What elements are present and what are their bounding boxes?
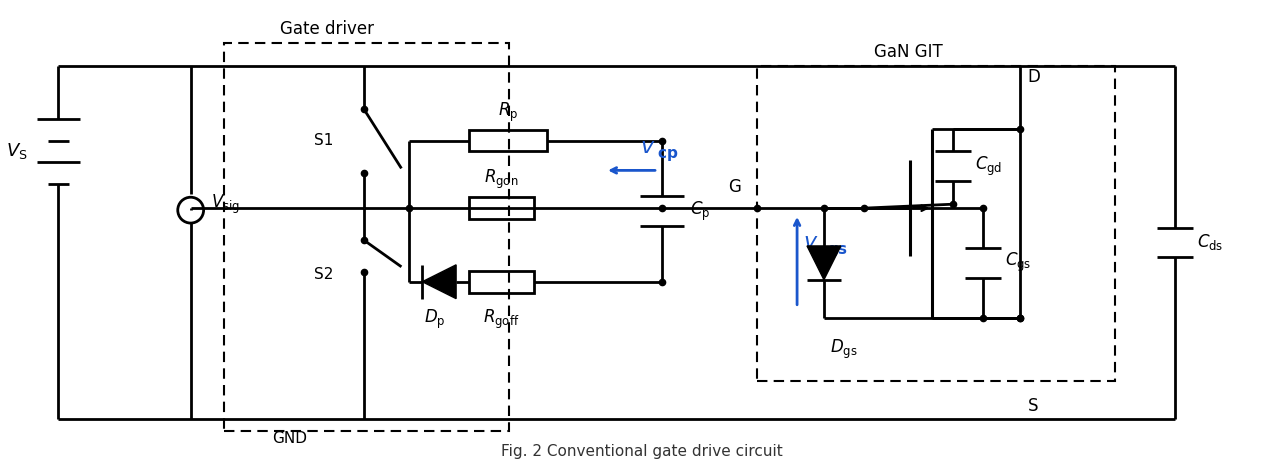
- Text: GND: GND: [272, 431, 308, 446]
- Bar: [469, 197, 534, 219]
- Polygon shape: [422, 265, 456, 298]
- Text: S2: S2: [315, 267, 334, 282]
- Text: Fig. 2 Conventional gate drive circuit: Fig. 2 Conventional gate drive circuit: [501, 444, 783, 459]
- Text: S1: S1: [315, 133, 334, 148]
- Text: GaN GIT: GaN GIT: [874, 43, 942, 61]
- Text: S: S: [1027, 397, 1039, 415]
- Text: $R_{\rm p}$: $R_{\rm p}$: [498, 101, 517, 124]
- Text: $R_{\rm gon}$: $R_{\rm gon}$: [484, 168, 519, 191]
- Text: $\mathit{v}$: $\mathit{v}$: [641, 136, 656, 158]
- Text: Gate driver: Gate driver: [280, 20, 374, 38]
- Text: D: D: [1027, 68, 1040, 86]
- Text: $D_{\rm p}$: $D_{\rm p}$: [425, 307, 446, 331]
- Bar: [469, 130, 547, 151]
- Text: $V_{\rm sig}$: $V_{\rm sig}$: [211, 193, 240, 216]
- Bar: [758, 66, 1116, 381]
- Polygon shape: [808, 246, 841, 280]
- Text: $C_{\rm gd}$: $C_{\rm gd}$: [975, 155, 1003, 178]
- Text: $C_{\rm gs}$: $C_{\rm gs}$: [1005, 251, 1031, 274]
- Text: $D_{\rm gs}$: $D_{\rm gs}$: [829, 337, 858, 360]
- Bar: [225, 43, 508, 431]
- Text: $C_{\rm p}$: $C_{\rm p}$: [690, 200, 710, 223]
- Bar: [469, 271, 534, 293]
- Text: $\mathbf{cp}$: $\mathbf{cp}$: [657, 148, 678, 164]
- Text: $\mathit{v}$: $\mathit{v}$: [802, 231, 818, 253]
- Text: $R_{\rm goff}$: $R_{\rm goff}$: [483, 307, 520, 331]
- Text: $C_{\rm ds}$: $C_{\rm ds}$: [1197, 233, 1224, 252]
- Text: $\mathbf{gs}$: $\mathbf{gs}$: [827, 243, 847, 259]
- Text: $V_{\rm S}$: $V_{\rm S}$: [6, 141, 27, 162]
- Text: G: G: [728, 178, 741, 196]
